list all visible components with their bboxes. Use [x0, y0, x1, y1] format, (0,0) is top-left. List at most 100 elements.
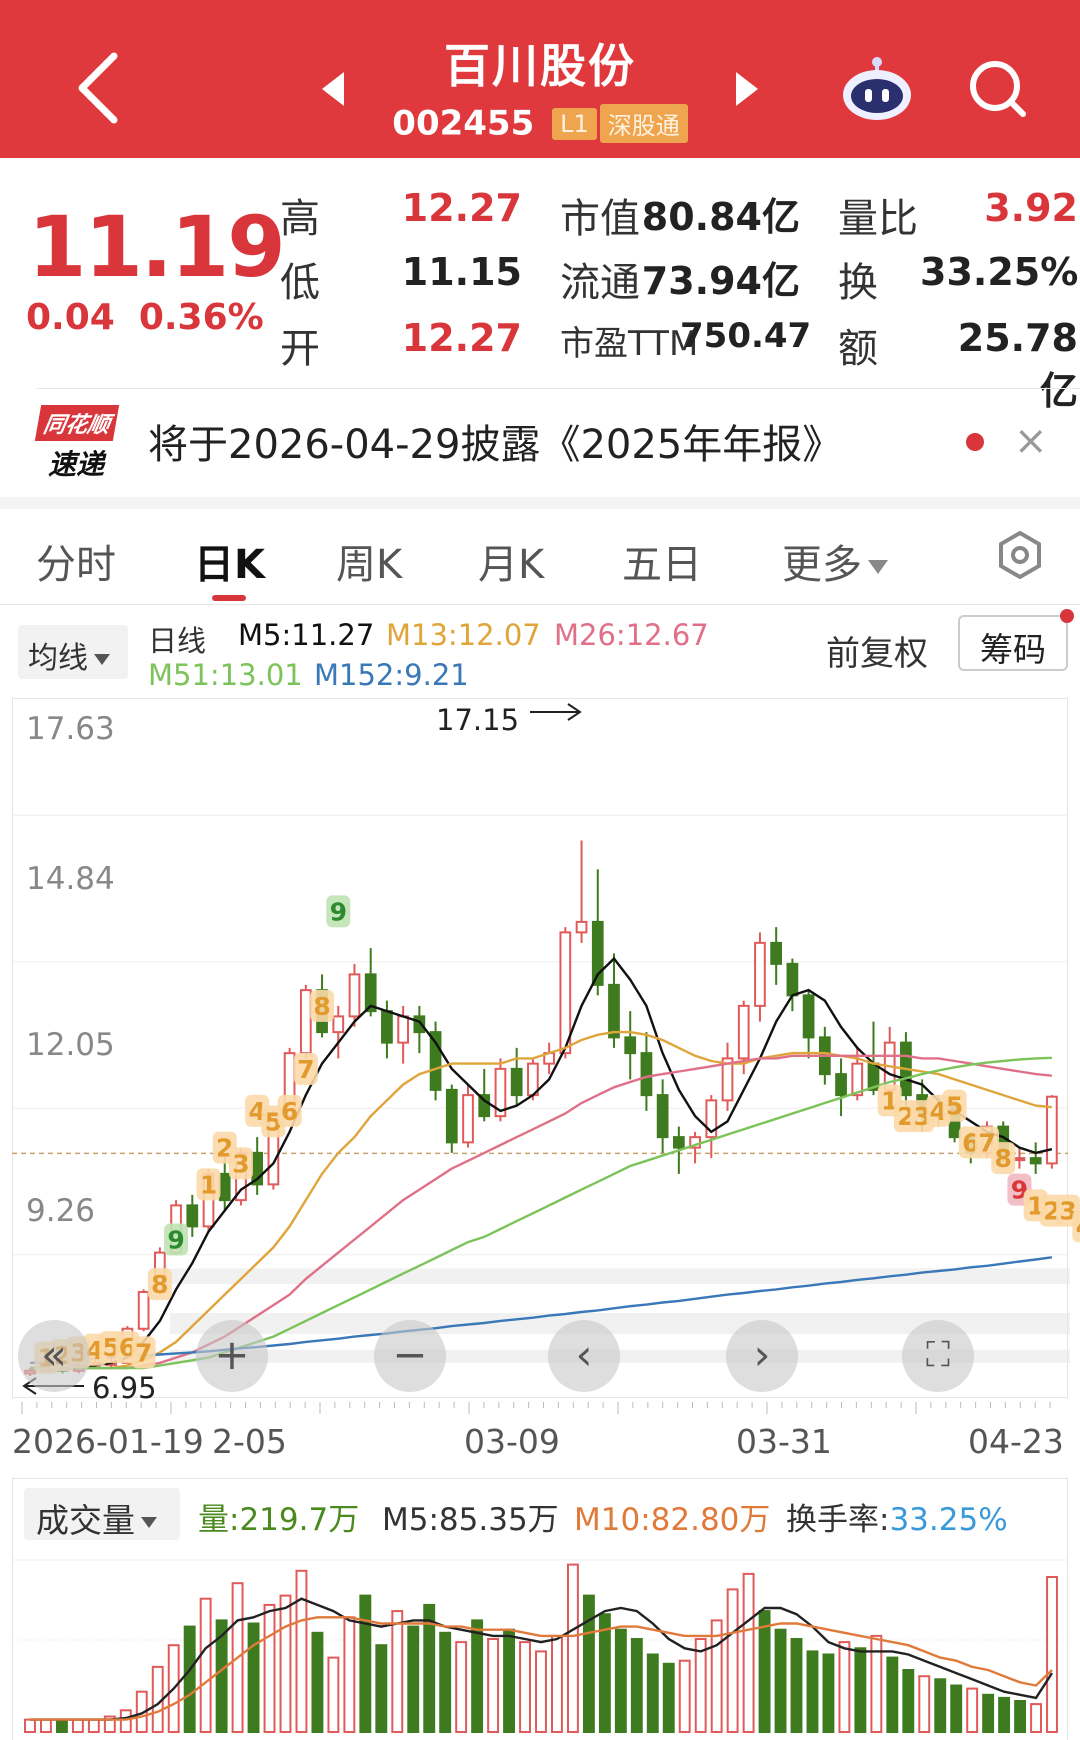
tab-intraday[interactable]: 分时	[36, 542, 116, 588]
volume-bar	[902, 1669, 915, 1733]
tab-weekly-k[interactable]: 周K	[336, 542, 403, 588]
m5-line	[30, 956, 1053, 1370]
amount-value: 25.78亿	[957, 316, 1078, 413]
volume-bar	[375, 1644, 388, 1733]
ma51-legend: M51:13.01	[148, 658, 303, 692]
volume-bar	[535, 1650, 547, 1733]
next-button[interactable]: ›	[726, 1320, 798, 1392]
open-value: 12.27	[401, 316, 522, 360]
volume-bar	[1046, 1576, 1058, 1733]
candle	[510, 1067, 523, 1097]
volume-bar	[646, 1653, 659, 1733]
period-label: 日线	[148, 624, 207, 658]
back-icon[interactable]	[70, 48, 130, 128]
td-marker-bg	[293, 1052, 318, 1085]
candle	[397, 1015, 410, 1044]
volume-bar	[950, 1684, 963, 1733]
volume-bar	[886, 1656, 899, 1733]
high-value: 12.27	[401, 186, 522, 230]
tab-more[interactable]: 更多	[782, 532, 888, 590]
fullscreen-button[interactable]: ⛶	[902, 1320, 974, 1392]
volume-bar	[566, 1563, 579, 1733]
volume-chart[interactable]	[0, 1540, 1080, 1740]
indicator-dropdown[interactable]: 均线	[18, 625, 128, 679]
volume-bar	[998, 1696, 1011, 1733]
td-marker: 5	[946, 1092, 963, 1121]
volume-ma10: M10:82.80万	[574, 1502, 771, 1538]
candle	[559, 931, 572, 1055]
candle	[1046, 1095, 1058, 1165]
price-change: 0.04 0.36%	[26, 297, 288, 338]
candle	[137, 1291, 150, 1330]
volume-ma5: M5:85.35万	[382, 1502, 559, 1538]
next-stock-icon[interactable]	[736, 72, 758, 106]
volume-bar	[934, 1678, 947, 1734]
volume-bar	[662, 1662, 675, 1733]
volume-bar	[87, 1718, 100, 1734]
settings-icon[interactable]	[995, 530, 1045, 580]
zoom-in-button[interactable]: +	[196, 1320, 268, 1392]
td-marker: 7	[135, 1338, 152, 1367]
volume-indicator-dropdown[interactable]: 成交量	[24, 1488, 180, 1540]
y-tick-label: 14.84	[26, 861, 115, 897]
y-tick-label: 17.63	[26, 711, 115, 747]
td-marker: 9	[167, 1226, 184, 1255]
volume-bar	[918, 1675, 931, 1733]
divider	[36, 388, 1080, 389]
market-cap-label: 市值	[560, 196, 640, 242]
volume-bar	[487, 1638, 500, 1733]
l1-badge: L1	[552, 107, 597, 140]
volume-bar	[551, 1634, 563, 1733]
close-icon[interactable]: ×	[1014, 418, 1048, 464]
vol-ratio-label: 量比	[838, 196, 918, 242]
volume-bar	[391, 1610, 404, 1733]
volume-bar	[822, 1653, 835, 1733]
volume-bar	[598, 1613, 611, 1733]
scroll-left-button[interactable]: «	[18, 1320, 90, 1392]
volume-frame	[12, 1478, 1068, 1740]
chip-distribution-button[interactable]: 筹码	[958, 615, 1068, 671]
td-marker-bg	[326, 895, 351, 928]
td-marker-bg	[147, 1268, 172, 1301]
candle	[672, 1136, 685, 1149]
tab-daily-k[interactable]: 日K	[194, 542, 265, 588]
candle	[802, 994, 815, 1039]
max-price-label: 17.15	[436, 703, 520, 737]
connect-badge: 深股通	[599, 104, 688, 143]
search-icon[interactable]	[965, 56, 1029, 120]
candle	[1029, 1157, 1042, 1165]
candle	[348, 973, 361, 1018]
prev-button[interactable]: ‹	[548, 1320, 620, 1392]
volume-bar	[247, 1622, 260, 1733]
volume-bar	[71, 1718, 84, 1734]
volume-value: 量:219.7万	[198, 1502, 360, 1538]
volume-bar	[774, 1628, 787, 1733]
candle	[705, 1099, 718, 1139]
adjust-mode[interactable]: 前复权	[826, 634, 928, 674]
zoom-out-button[interactable]: −	[374, 1320, 446, 1392]
candlestick-chart[interactable]: 123456789123456789123456789123456	[0, 0, 1080, 1420]
ma152-legend: M152:9.21	[314, 658, 469, 692]
volume-bar	[790, 1638, 803, 1733]
candle	[786, 962, 799, 997]
chevron-down-icon	[868, 560, 888, 574]
tab-monthly-k[interactable]: 月K	[478, 542, 545, 588]
volume-bar	[710, 1619, 723, 1733]
announcement-text[interactable]: 将于2026-04-29披露《2025年年报》	[148, 422, 843, 468]
volume-ma10-line	[30, 1616, 1053, 1721]
tab-five-day[interactable]: 五日	[622, 542, 702, 588]
volume-bar	[215, 1619, 228, 1733]
volume-bar	[455, 1641, 468, 1733]
td-marker-bg	[164, 1223, 189, 1256]
candle	[478, 1094, 491, 1118]
candle	[218, 1172, 231, 1202]
volume-bar	[343, 1616, 356, 1733]
td-marker: 3	[232, 1149, 249, 1178]
td-marker: 7	[297, 1055, 314, 1084]
volume-bar	[503, 1628, 516, 1733]
robot-assistant-icon[interactable]	[840, 55, 914, 121]
prev-stock-icon[interactable]	[322, 72, 344, 106]
volume-bar	[103, 1715, 116, 1733]
new-dot	[1060, 609, 1074, 623]
pe-label: 市盈TTM	[560, 324, 699, 364]
